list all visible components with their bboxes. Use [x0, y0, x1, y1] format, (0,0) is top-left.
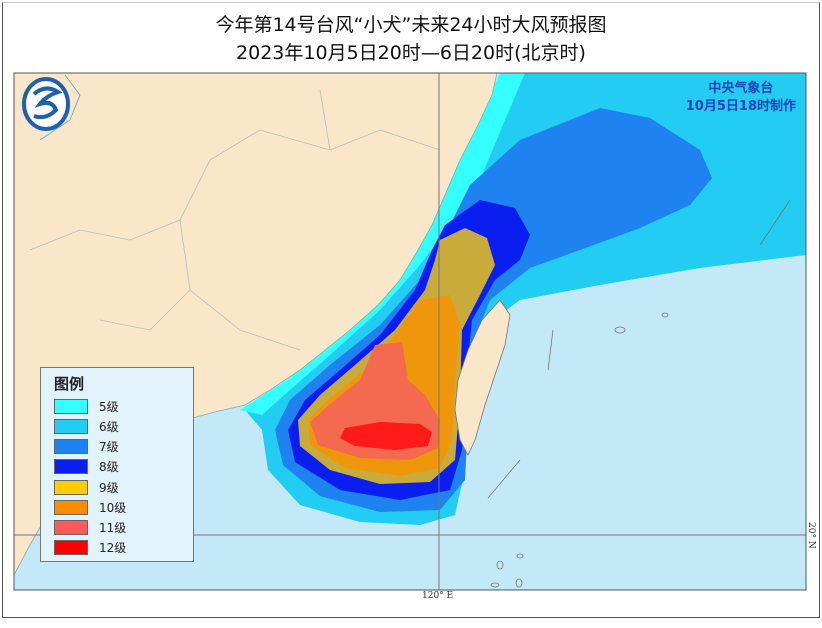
- map-title: 今年第14号台风“小犬”未来24小时大风预报图: [215, 14, 607, 36]
- lon-label: 120° E: [422, 591, 454, 601]
- wind-zone-5: [240, 73, 525, 415]
- legend-item-12: 12级: [54, 539, 126, 555]
- legend-item-9: 9级: [54, 479, 119, 495]
- legend: 图例 5级 6级 7级 8级 9级 10级 11级 12级: [40, 367, 194, 562]
- province-borders: [29, 89, 441, 351]
- issue-time: 10月5日18时制作: [685, 99, 796, 114]
- legend-item-7: 7级: [54, 438, 119, 454]
- figure-frame: [2, 2, 820, 618]
- legend-item-8: 8级: [54, 458, 119, 474]
- legend-item-6: 6级: [54, 418, 119, 434]
- legend-item-10: 10级: [54, 499, 126, 515]
- taiwan-island: [454, 299, 511, 456]
- cma-logo: [22, 77, 70, 131]
- legend-title: 图例: [54, 375, 85, 393]
- legend-item-11: 11级: [54, 519, 126, 535]
- wind-zone-12: [340, 422, 432, 450]
- agency-stamp: 中央气象台 10月5日18时制作: [686, 80, 796, 116]
- agency-name: 中央气象台: [708, 81, 774, 96]
- legend-item-5: 5级: [54, 398, 119, 414]
- islands: [487, 199, 791, 588]
- lat-label: 20° N: [806, 522, 816, 549]
- map-subtitle: 2023年10月5日20时—6日20时(北京时): [236, 42, 586, 64]
